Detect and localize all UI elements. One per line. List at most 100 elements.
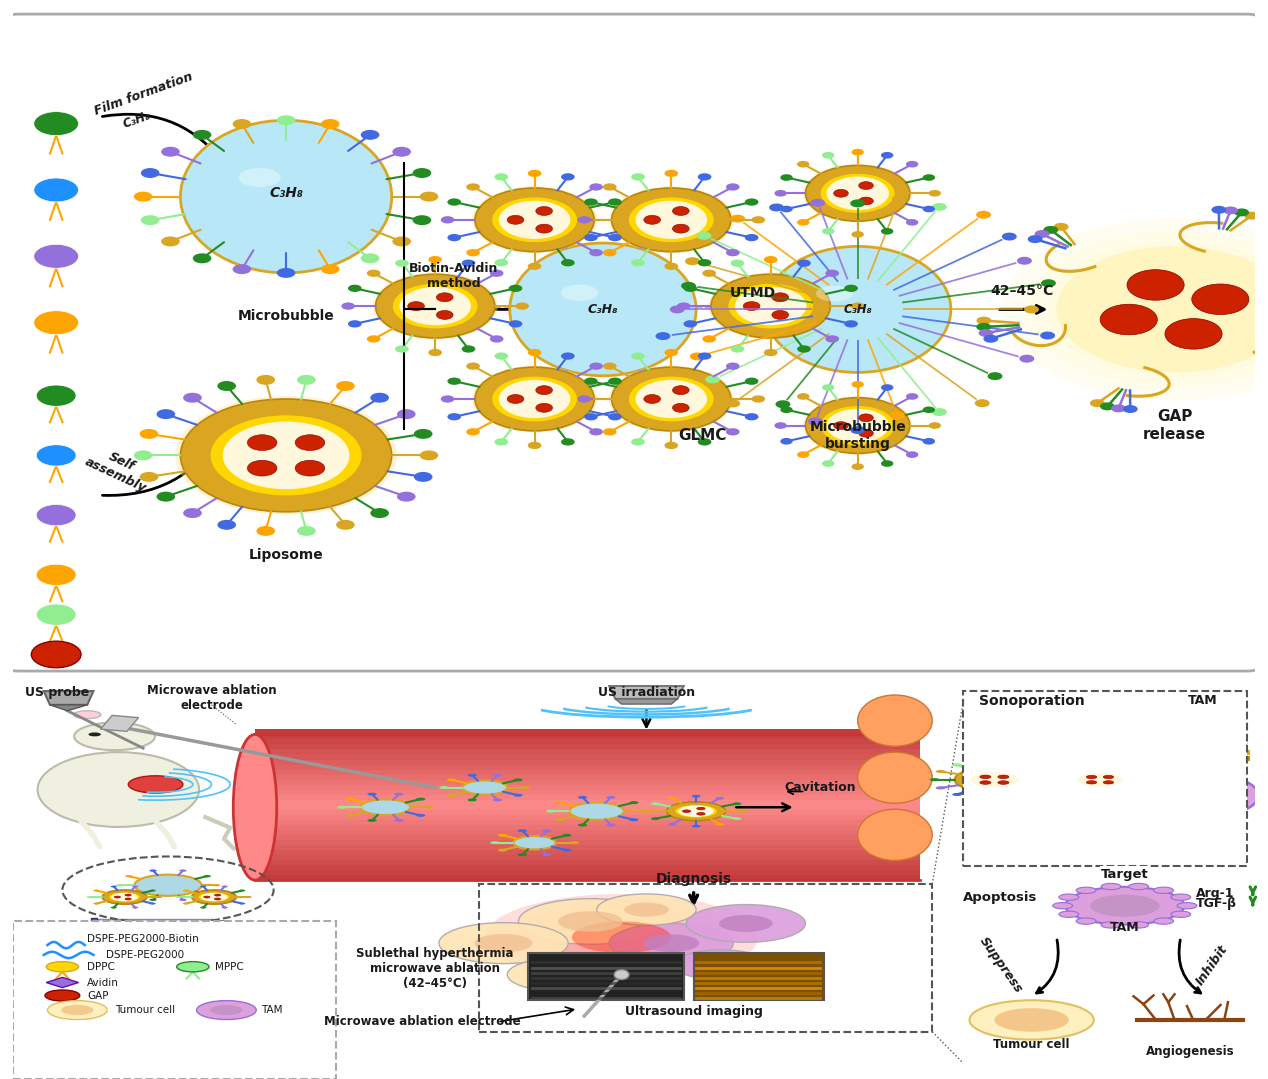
- Circle shape: [851, 381, 864, 387]
- Circle shape: [222, 906, 228, 909]
- Circle shape: [668, 797, 677, 800]
- Circle shape: [577, 216, 591, 223]
- Circle shape: [462, 260, 476, 267]
- Ellipse shape: [815, 286, 853, 301]
- Circle shape: [392, 147, 411, 156]
- Circle shape: [932, 408, 947, 416]
- Circle shape: [514, 836, 555, 849]
- Circle shape: [609, 199, 621, 206]
- Circle shape: [1219, 765, 1227, 768]
- Circle shape: [360, 129, 379, 140]
- Circle shape: [1078, 773, 1122, 787]
- Circle shape: [370, 393, 389, 402]
- Circle shape: [672, 385, 690, 395]
- Circle shape: [1065, 887, 1184, 925]
- Circle shape: [604, 428, 616, 436]
- Circle shape: [1108, 796, 1117, 798]
- Circle shape: [1044, 770, 1054, 774]
- Circle shape: [103, 890, 147, 904]
- Bar: [255, 760, 919, 765]
- Circle shape: [905, 451, 918, 457]
- Circle shape: [805, 398, 910, 453]
- Circle shape: [128, 776, 183, 793]
- Circle shape: [1044, 226, 1059, 234]
- Circle shape: [700, 958, 742, 971]
- Circle shape: [631, 438, 645, 446]
- Circle shape: [803, 396, 913, 454]
- Circle shape: [472, 187, 597, 254]
- Text: Angiogenesis: Angiogenesis: [1146, 1044, 1235, 1057]
- Circle shape: [775, 190, 787, 196]
- FancyBboxPatch shape: [0, 14, 1265, 671]
- Circle shape: [1153, 778, 1161, 781]
- Circle shape: [1170, 911, 1191, 917]
- Bar: [694, 953, 824, 1000]
- Circle shape: [1049, 778, 1059, 781]
- Circle shape: [562, 834, 572, 837]
- Circle shape: [94, 889, 99, 891]
- Circle shape: [161, 147, 180, 156]
- Circle shape: [1234, 208, 1249, 217]
- Text: Arg-1: Arg-1: [1196, 887, 1234, 900]
- Circle shape: [441, 216, 454, 223]
- Circle shape: [467, 428, 479, 436]
- Circle shape: [822, 152, 834, 159]
- Circle shape: [476, 188, 595, 251]
- Text: Ultrasound imaging: Ultrasound imaging: [625, 1005, 762, 1017]
- Bar: [255, 824, 919, 830]
- Circle shape: [200, 906, 207, 909]
- Circle shape: [394, 819, 403, 822]
- Circle shape: [474, 934, 533, 953]
- Circle shape: [666, 802, 727, 821]
- Bar: [255, 734, 919, 739]
- Circle shape: [976, 796, 987, 800]
- Bar: [255, 769, 919, 775]
- Circle shape: [1139, 742, 1149, 745]
- Circle shape: [489, 336, 503, 342]
- Circle shape: [923, 407, 935, 413]
- Circle shape: [560, 174, 574, 180]
- Ellipse shape: [74, 711, 101, 719]
- Circle shape: [615, 395, 629, 402]
- Circle shape: [222, 886, 228, 888]
- Circle shape: [690, 353, 705, 360]
- Circle shape: [493, 774, 502, 777]
- Circle shape: [798, 161, 809, 167]
- Circle shape: [232, 119, 251, 129]
- Circle shape: [643, 934, 699, 952]
- Circle shape: [881, 461, 894, 467]
- Circle shape: [295, 461, 325, 476]
- Circle shape: [851, 463, 864, 470]
- Text: Tumour cell: Tumour cell: [114, 1005, 175, 1015]
- Circle shape: [1061, 767, 1139, 792]
- Circle shape: [256, 525, 275, 536]
- Circle shape: [844, 285, 858, 292]
- Ellipse shape: [180, 120, 392, 273]
- Circle shape: [697, 438, 711, 446]
- Circle shape: [719, 915, 772, 932]
- Circle shape: [223, 422, 350, 489]
- Circle shape: [441, 395, 454, 402]
- Circle shape: [543, 830, 552, 832]
- Circle shape: [763, 256, 777, 263]
- Circle shape: [448, 413, 462, 421]
- Circle shape: [976, 323, 992, 331]
- Circle shape: [1101, 884, 1121, 890]
- Circle shape: [609, 187, 734, 254]
- Circle shape: [1047, 242, 1268, 378]
- Circle shape: [1083, 796, 1092, 798]
- Polygon shape: [49, 705, 87, 711]
- Circle shape: [495, 259, 508, 267]
- Circle shape: [585, 413, 597, 421]
- Circle shape: [1040, 331, 1055, 340]
- Circle shape: [555, 818, 564, 821]
- Circle shape: [34, 244, 79, 269]
- Circle shape: [1110, 794, 1140, 804]
- Circle shape: [1177, 902, 1197, 909]
- Circle shape: [928, 190, 941, 196]
- Circle shape: [507, 958, 611, 992]
- Polygon shape: [212, 920, 230, 929]
- Circle shape: [994, 1008, 1069, 1032]
- Bar: [255, 745, 919, 750]
- Circle shape: [134, 192, 152, 202]
